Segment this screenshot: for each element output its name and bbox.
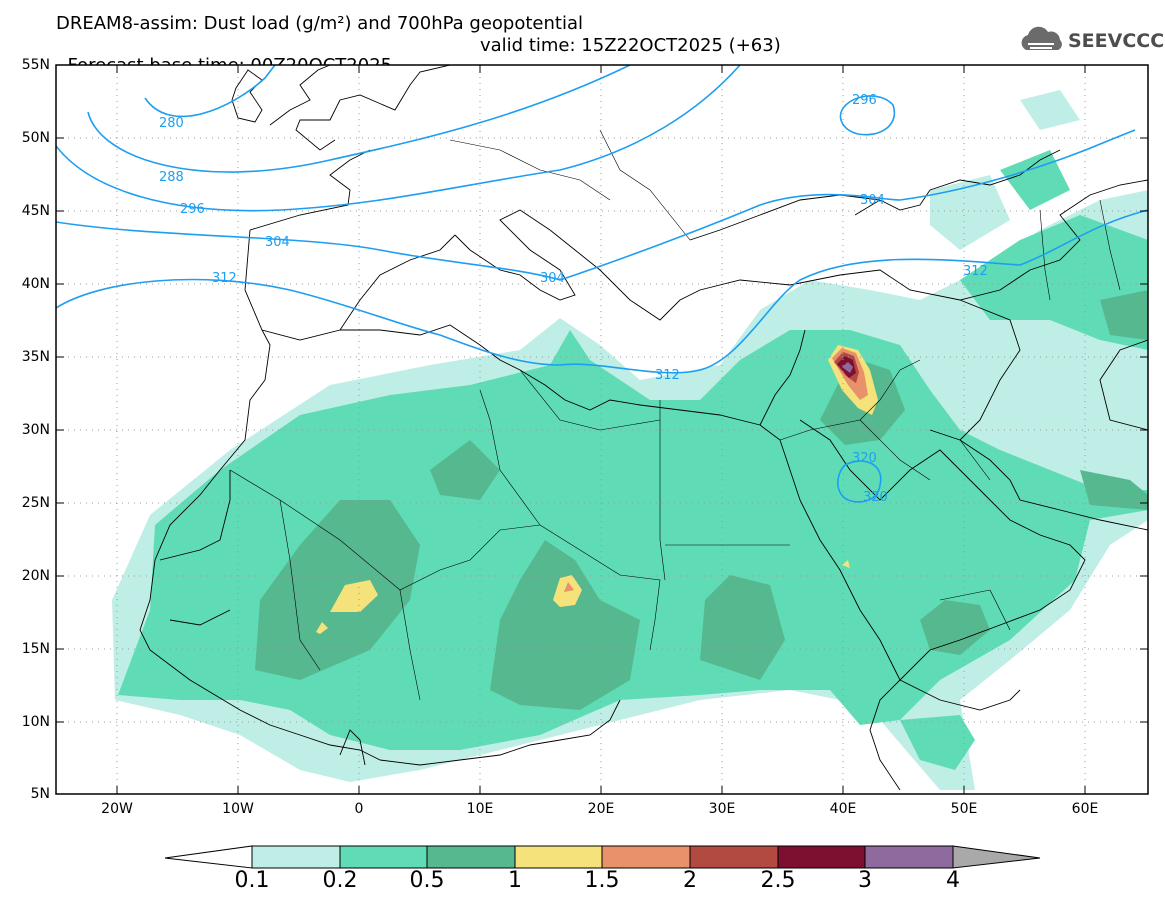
geopotential-contours bbox=[56, 65, 1148, 503]
lat-label-10n: 10N bbox=[21, 714, 50, 730]
dust-shading-0.5 bbox=[255, 290, 1148, 710]
colorbar-tick-0.1: 0.1 bbox=[234, 868, 270, 893]
contour-label-312-east: 312 bbox=[963, 264, 988, 279]
colorbar-upper-arrow bbox=[952, 845, 1041, 869]
colorbar-tick-4: 4 bbox=[946, 868, 960, 893]
colorbar-tick-2: 2 bbox=[683, 868, 697, 893]
lon-label-30e: 30E bbox=[708, 801, 736, 817]
contour-label-296-west: 296 bbox=[180, 202, 205, 217]
lon-label-40e: 40E bbox=[829, 801, 857, 817]
colorbar-bin-3 bbox=[864, 845, 954, 869]
contour-label-304-mid: 304 bbox=[540, 271, 565, 286]
contour-label-320-north: 320 bbox=[852, 451, 877, 466]
axis-ticks bbox=[56, 65, 1148, 794]
country-borders bbox=[229, 129, 1121, 701]
contour-labels: 280 288 296 304 304 312 312 312 304 296 … bbox=[159, 93, 988, 505]
colorbar-tick-1: 1 bbox=[508, 868, 522, 893]
lon-label-10e: 10E bbox=[466, 801, 494, 817]
dust-shading-3 bbox=[842, 362, 853, 373]
lon-label-20e: 20E bbox=[587, 801, 615, 817]
colorbar-bin-1.5 bbox=[601, 845, 691, 869]
lon-label-10w: 10W bbox=[222, 801, 254, 817]
lon-label-50e: 50E bbox=[950, 801, 978, 817]
lon-label-0: 0 bbox=[354, 801, 364, 817]
contour-label-312-west: 312 bbox=[212, 271, 237, 286]
map-title: DREAM8-assim: Dust load (g/m²) and 700hP… bbox=[56, 13, 583, 34]
contour-label-280: 280 bbox=[159, 116, 184, 131]
cloud-logo-icon bbox=[1021, 26, 1062, 50]
contour-label-304-west: 304 bbox=[265, 235, 290, 250]
logo-text: SEEVCCC bbox=[1068, 30, 1165, 52]
colorbar-bin-0.1 bbox=[251, 845, 341, 869]
lon-label-60e: 60E bbox=[1071, 801, 1099, 817]
valid-time-label: valid time: 15Z22OCT2025 (+63) bbox=[480, 35, 781, 56]
coastlines bbox=[139, 65, 1148, 791]
lat-label-15n: 15N bbox=[21, 641, 50, 657]
lat-label-25n: 25N bbox=[21, 495, 50, 511]
lat-label-35n: 35N bbox=[21, 349, 50, 365]
dust-shading-0.2 bbox=[118, 150, 1148, 770]
contour-label-312-mid: 312 bbox=[655, 368, 680, 383]
lat-label-40n: 40N bbox=[21, 276, 50, 292]
colorbar-tick-2.5: 2.5 bbox=[760, 868, 796, 893]
lon-label-20w: 20W bbox=[101, 801, 133, 817]
colorbar-tick-1.5: 1.5 bbox=[584, 868, 620, 893]
lat-label-5n: 5N bbox=[30, 786, 50, 802]
graticule bbox=[56, 65, 1148, 794]
colorbar-bin-1 bbox=[514, 845, 603, 869]
colorbar-tick-0.5: 0.5 bbox=[409, 868, 445, 893]
colorbar-bin-2.5 bbox=[777, 845, 866, 869]
colorbar-tick-0.2: 0.2 bbox=[322, 868, 358, 893]
colorbar-lower-arrow bbox=[164, 845, 253, 869]
lat-label-50n: 50N bbox=[21, 130, 50, 146]
contour-label-296-east: 296 bbox=[852, 93, 877, 108]
colorbar-tick-3: 3 bbox=[858, 868, 872, 893]
contour-label-288: 288 bbox=[159, 170, 184, 185]
lat-label-20n: 20N bbox=[21, 568, 50, 584]
colorbar-bin-2 bbox=[689, 845, 779, 869]
contour-label-320-south: 320 bbox=[863, 490, 888, 505]
colorbar-bin-0.5 bbox=[426, 845, 516, 869]
seevccc-logo: SEEVCCC bbox=[1018, 24, 1164, 58]
colorbar bbox=[164, 845, 1041, 869]
lat-label-55n: 55N bbox=[21, 57, 50, 73]
colorbar-bin-0.2 bbox=[339, 845, 428, 869]
lat-label-30n: 30N bbox=[21, 422, 50, 438]
lat-label-45n: 45N bbox=[21, 203, 50, 219]
contour-label-304-east: 304 bbox=[860, 193, 885, 208]
